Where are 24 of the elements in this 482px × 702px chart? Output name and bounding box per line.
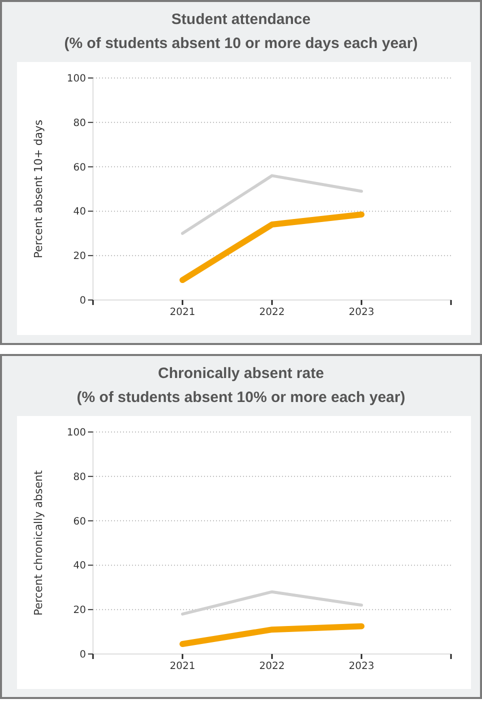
x-tick-label: 2023 [348, 307, 374, 318]
chart-title: Student attendance [171, 11, 311, 28]
y-tick-label: 40 [73, 206, 86, 218]
chart-subtitle: (% of students absent 10% or more each year) [76, 389, 406, 406]
x-tick-label: 2023 [348, 661, 374, 672]
y-tick-label: 80 [73, 118, 86, 129]
y-axis-title: Percent absent 10+ days [32, 119, 45, 258]
y-tick-label: 60 [73, 162, 86, 174]
y-tick-label: 0 [80, 296, 86, 306]
x-tick-label: 2021 [170, 307, 196, 318]
y-tick-label: 20 [73, 605, 86, 616]
y-tick-label: 20 [73, 251, 86, 262]
y-tick-label: 40 [73, 560, 86, 572]
y-axis-title: Percent chronically absent [32, 470, 45, 616]
y-tick-label: 0 [80, 650, 86, 660]
x-tick-label: 2022 [259, 307, 285, 318]
chart-subtitle: (% of students absent 10 or more days each year) [64, 35, 418, 52]
chart-title: Chronically absent rate [158, 365, 324, 382]
x-tick-label: 2021 [170, 661, 196, 672]
y-tick-label: 80 [73, 472, 86, 483]
y-tick-label: 100 [66, 428, 86, 438]
y-tick-label: 100 [66, 74, 86, 84]
y-tick-label: 60 [73, 516, 86, 528]
x-tick-label: 2022 [259, 661, 285, 672]
